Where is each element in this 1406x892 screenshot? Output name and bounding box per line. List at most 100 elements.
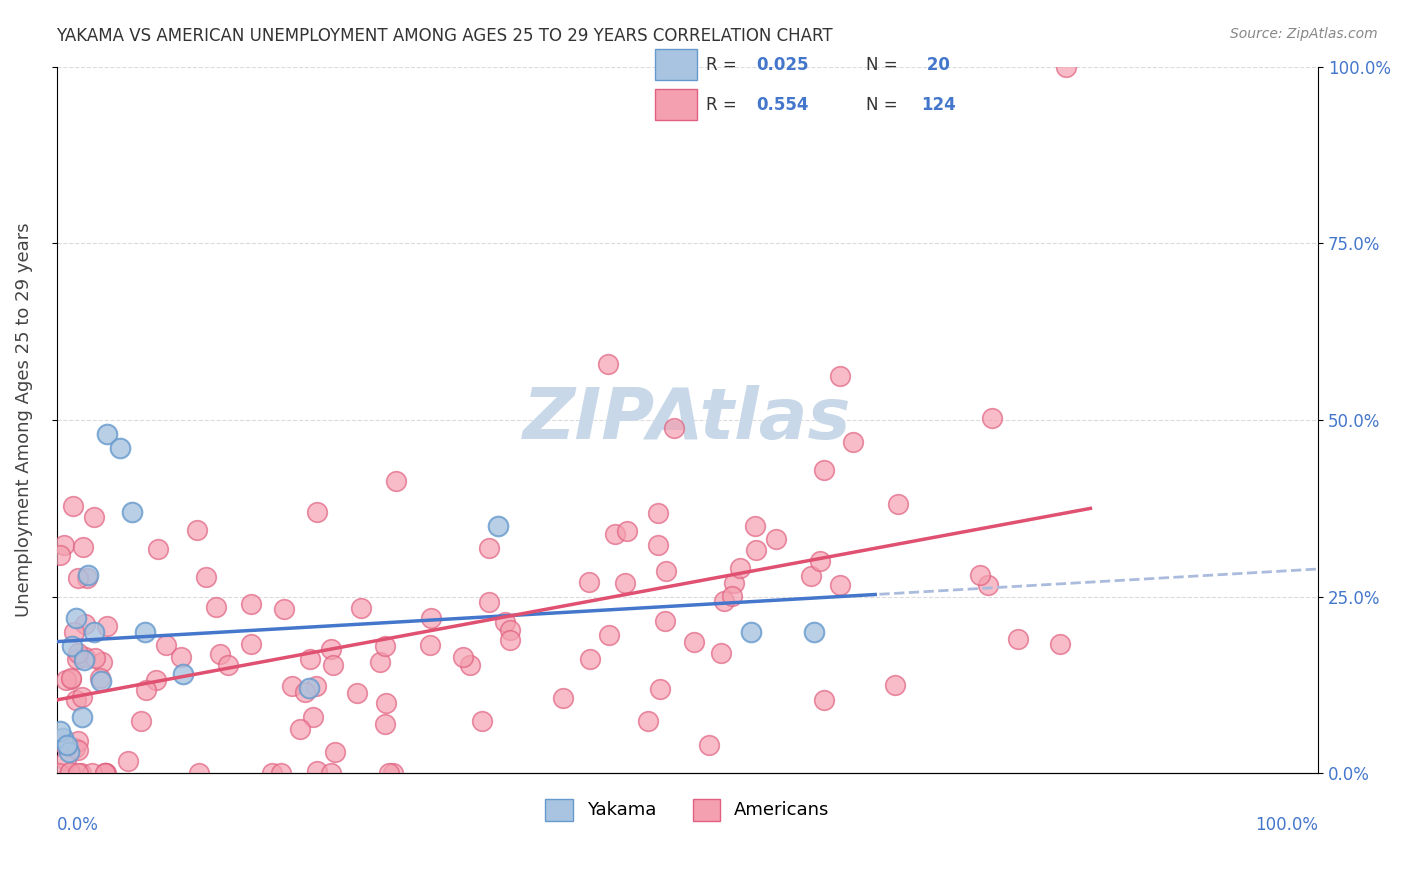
Americans: [90, 655, 112, 669]
Text: YAKAMA VS AMERICAN UNEMPLOYMENT AMONG AGES 25 TO 29 YEARS CORRELATION CHART: YAKAMA VS AMERICAN UNEMPLOYMENT AMONG AG…: [56, 27, 832, 45]
Americans: [374, 639, 396, 653]
Yakama: [96, 427, 118, 442]
Americans: [307, 505, 329, 519]
Americans: [280, 679, 302, 693]
Americans: [713, 594, 735, 608]
Yakama: [90, 674, 112, 689]
Americans: [655, 564, 678, 578]
Americans: [647, 537, 669, 551]
Text: 20: 20: [921, 56, 950, 74]
Americans: [884, 678, 907, 692]
Americans: [305, 764, 328, 779]
Americans: [187, 766, 209, 780]
Americans: [648, 682, 671, 697]
Americans: [969, 567, 991, 582]
Americans: [728, 561, 751, 575]
Americans: [62, 499, 84, 513]
Americans: [1054, 60, 1077, 74]
Americans: [697, 738, 720, 752]
Text: N =: N =: [866, 96, 897, 114]
Bar: [655, 89, 697, 120]
Americans: [82, 766, 104, 780]
Americans: [319, 766, 342, 780]
Americans: [75, 650, 97, 665]
Yakama: [55, 738, 77, 752]
Americans: [239, 638, 262, 652]
Text: N =: N =: [866, 56, 897, 74]
Americans: [55, 673, 77, 688]
Americans: [478, 595, 501, 609]
Americans: [499, 623, 522, 637]
Americans: [813, 693, 835, 707]
Yakama: [108, 441, 131, 455]
Yakama: [121, 505, 143, 519]
Bar: [655, 49, 697, 80]
Americans: [451, 650, 474, 665]
Americans: [381, 766, 404, 780]
Text: 0.025: 0.025: [756, 56, 808, 74]
Americans: [273, 601, 295, 615]
Text: 100.0%: 100.0%: [1256, 815, 1319, 834]
Americans: [145, 673, 167, 687]
Americans: [830, 368, 852, 383]
Americans: [662, 421, 685, 435]
Americans: [375, 696, 398, 710]
Americans: [59, 764, 82, 779]
Americans: [808, 554, 831, 568]
Americans: [270, 766, 292, 780]
Yakama: [77, 568, 100, 582]
Americans: [458, 657, 481, 672]
Americans: [65, 740, 87, 755]
Americans: [349, 601, 371, 615]
Americans: [72, 690, 94, 705]
Americans: [53, 537, 76, 551]
Text: R =: R =: [706, 96, 742, 114]
Americans: [195, 570, 218, 584]
Yakama: [52, 731, 75, 745]
Americans: [65, 692, 87, 706]
Americans: [828, 578, 851, 592]
Americans: [578, 575, 600, 590]
Yakama: [740, 624, 762, 639]
Americans: [83, 510, 105, 524]
Americans: [616, 524, 638, 539]
Americans: [637, 714, 659, 729]
Americans: [66, 646, 89, 660]
Americans: [886, 498, 908, 512]
Americans: [83, 651, 105, 665]
Americans: [72, 540, 94, 554]
Americans: [378, 766, 401, 780]
Yakama: [65, 611, 87, 625]
Americans: [294, 685, 316, 699]
Americans: [204, 600, 226, 615]
Americans: [654, 614, 676, 628]
Americans: [94, 766, 117, 780]
Yakama: [49, 723, 72, 738]
Americans: [419, 610, 441, 624]
Americans: [146, 541, 169, 556]
Americans: [89, 671, 111, 685]
Americans: [135, 682, 157, 697]
Americans: [1049, 637, 1071, 651]
Americans: [131, 714, 153, 728]
Y-axis label: Unemployment Among Ages 25 to 29 years: Unemployment Among Ages 25 to 29 years: [15, 223, 32, 617]
Yakama: [803, 624, 825, 639]
Americans: [579, 652, 602, 666]
Americans: [305, 679, 328, 693]
Americans: [155, 638, 177, 652]
Americans: [499, 633, 522, 648]
Text: R =: R =: [706, 56, 742, 74]
Yakama: [134, 624, 156, 639]
Americans: [977, 578, 1000, 592]
Americans: [374, 716, 396, 731]
Americans: [170, 650, 193, 665]
Americans: [346, 686, 368, 700]
Americans: [260, 766, 283, 780]
Americans: [745, 543, 768, 558]
Text: 0.554: 0.554: [756, 96, 808, 114]
Americans: [240, 597, 263, 611]
Americans: [55, 753, 77, 767]
Americans: [49, 548, 72, 562]
Americans: [67, 742, 90, 756]
Americans: [298, 652, 321, 666]
